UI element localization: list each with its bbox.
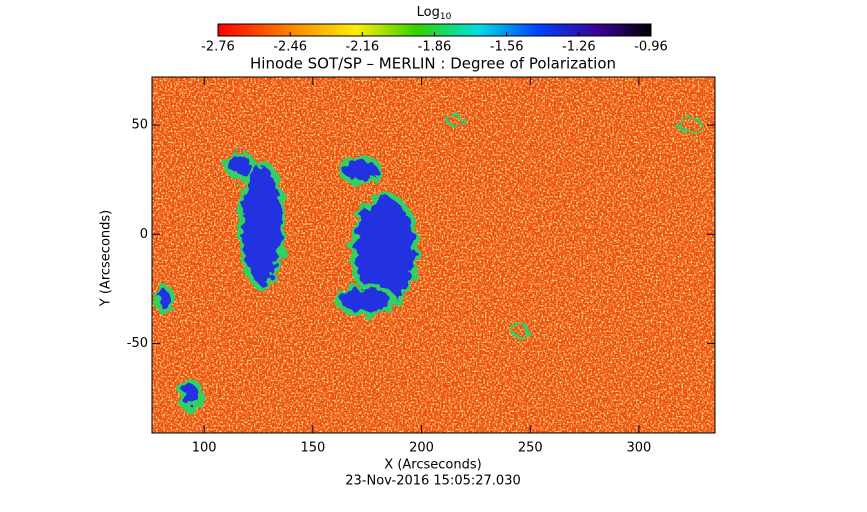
y-axis-label: Y (Arcseconds) (99, 210, 114, 307)
colorbar-tick-label: -2.76 (201, 40, 235, 55)
y-tick-label: 0 (140, 227, 148, 242)
x-tick-label: 200 (409, 441, 434, 456)
x-axis-label: X (Arcseconds) (384, 458, 481, 473)
colorbar-label: Log10 (417, 5, 452, 22)
colorbar-tick-label: -1.86 (418, 40, 452, 55)
colorbar-tick-label: -2.46 (273, 40, 307, 55)
x-tick-label: 250 (518, 441, 543, 456)
image (152, 77, 715, 433)
image-texture (152, 77, 715, 433)
colorbar-tick-label: -1.56 (490, 40, 524, 55)
colorbar-label-subscript: 10 (440, 12, 452, 22)
plot-frame (151, 76, 716, 434)
y-tick-label: 50 (131, 118, 148, 133)
chart-title: Hinode SOT/SP – MERLIN : Degree of Polar… (250, 55, 616, 73)
colorbar-tick-label: -2.16 (346, 40, 380, 55)
colorbar-label-text: Log (417, 5, 440, 20)
patches (154, 113, 704, 412)
x-tick-label: 100 (192, 441, 217, 456)
colorbar-tick-label: -0.96 (634, 40, 668, 55)
x-tick-label: 150 (300, 441, 325, 456)
x-tick-label: 300 (627, 441, 652, 456)
y-tick-label: -50 (127, 336, 148, 351)
colorbar-tick-label: -1.26 (562, 40, 596, 55)
footer: 23-Nov-2016 15:05:27.030 (345, 474, 521, 489)
